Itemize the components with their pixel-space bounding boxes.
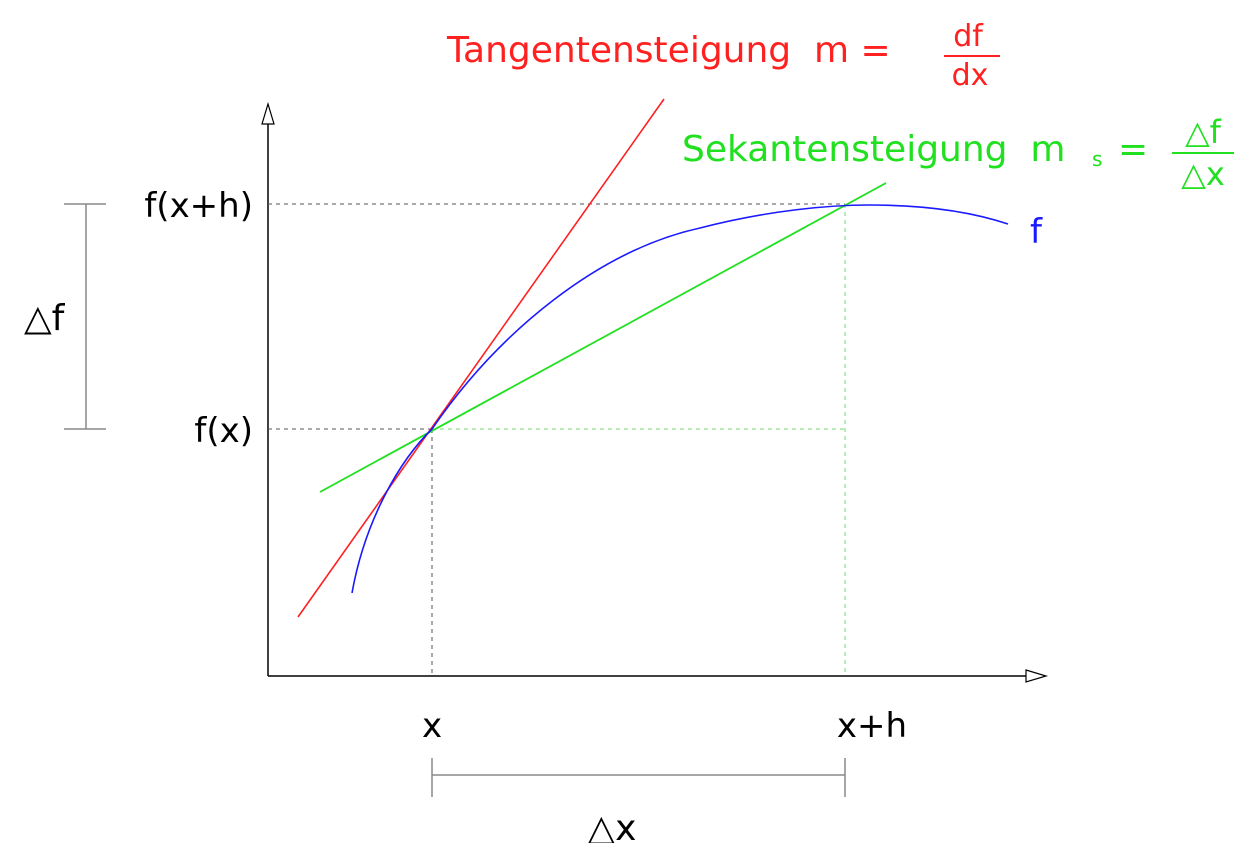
- tangent-line: [297, 98, 665, 618]
- delta-x-bracket: [431, 758, 846, 797]
- tangent-frac-den: dx: [952, 58, 989, 93]
- secant-frac-num: △f: [1185, 113, 1222, 151]
- x-axis-arrow: [1025, 669, 1049, 683]
- tangent-label: Tangentensteigung m = df dx: [446, 19, 1000, 93]
- function-curve: [351, 204, 1009, 594]
- y-axis-arrow: [261, 101, 275, 125]
- secant-label-sub: s: [1092, 147, 1102, 171]
- axes: [261, 101, 1049, 683]
- secant-label-text: Sekantensteigung m: [682, 129, 1065, 170]
- x-label-x: x: [422, 706, 442, 746]
- delta-f-bracket: [64, 203, 106, 430]
- tangent-frac-num: df: [953, 19, 984, 54]
- delta-x-label: △x: [588, 808, 637, 843]
- secant-label: Sekantensteigung m s = △f △x: [682, 113, 1234, 193]
- y-label-fxh: f(x+h): [144, 186, 253, 226]
- guide-lines: [268, 203, 846, 676]
- y-label-fx: f(x): [194, 411, 253, 451]
- tangent-label-text: Tangentensteigung m =: [446, 30, 891, 71]
- curve-label: f: [1030, 212, 1043, 252]
- delta-f-label: △f: [24, 298, 66, 339]
- secant-label-eq: =: [1118, 129, 1148, 170]
- secant-frac-den: △x: [1181, 155, 1225, 193]
- x-label-xh: x+h: [837, 706, 907, 746]
- secant-line: [319, 182, 887, 493]
